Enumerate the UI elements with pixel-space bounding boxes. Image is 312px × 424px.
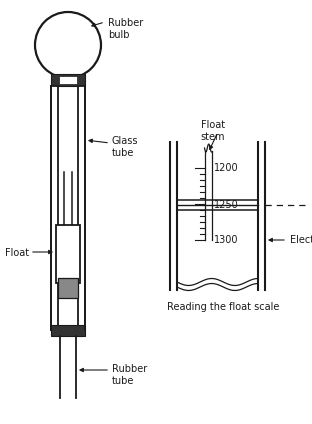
Text: Glass
tube: Glass tube (112, 136, 139, 158)
Text: 1200: 1200 (213, 163, 238, 173)
Text: 1250: 1250 (213, 200, 238, 210)
Text: Rubber
tube: Rubber tube (112, 364, 147, 385)
Text: Float
stem: Float stem (201, 120, 225, 142)
Bar (51, 86, 58, 330)
Bar (59, 76, 77, 84)
Bar (56, 225, 80, 283)
Bar (78, 86, 85, 330)
Bar (51, 74, 85, 86)
Text: 1300: 1300 (213, 235, 238, 245)
Text: Electrolyte: Electrolyte (290, 235, 312, 245)
Text: Rubber
bulb: Rubber bulb (108, 18, 143, 39)
Bar (177, 200, 258, 210)
Text: Reading the float scale: Reading the float scale (167, 302, 279, 312)
Bar (58, 278, 78, 298)
Text: Float: Float (5, 248, 29, 258)
Bar (51, 325, 85, 336)
